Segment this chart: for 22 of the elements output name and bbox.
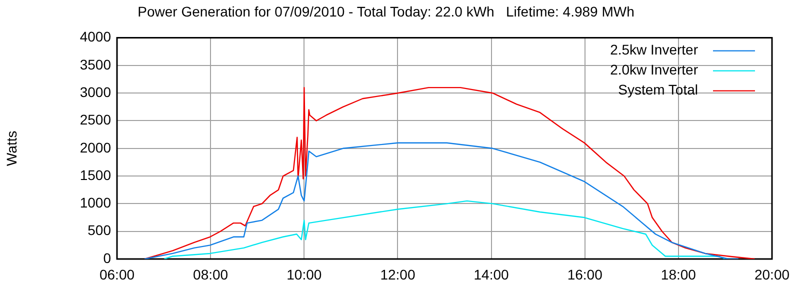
y-tick-label: 1500 [80, 166, 112, 183]
x-tick-label: 10:00 [286, 266, 322, 282]
chart-title: Power Generation for 07/09/2010 - Total Today: 22.0 kWh Lifetime: 4.989 MWh [138, 3, 634, 20]
y-tick-label: 2500 [80, 112, 112, 128]
y-tick-label: 2000 [80, 139, 112, 156]
x-tick-label: 18:00 [660, 266, 696, 282]
x-tick-label: 06:00 [99, 266, 135, 282]
x-tick-label: 14:00 [474, 266, 510, 282]
legend-label: 2.5kw Inverter [610, 42, 698, 58]
y-tick-label: 1000 [80, 194, 112, 211]
x-tick-label: 12:00 [380, 266, 416, 282]
x-tick-label: 08:00 [193, 266, 228, 282]
y-tick-label: 0 [103, 250, 112, 266]
legend-label: 2.0kw Inverter [610, 62, 698, 78]
y-tick-label: 3000 [80, 84, 112, 100]
x-tick-label: 16:00 [567, 266, 603, 282]
y-axis-title: Watts [3, 130, 20, 166]
y-tick-label: 3500 [80, 56, 112, 72]
legend-label: System Total [618, 82, 698, 98]
y-tick-label: 4000 [80, 28, 112, 45]
y-tick-label: 500 [88, 222, 112, 238]
x-tick-label: 20:00 [754, 266, 790, 282]
